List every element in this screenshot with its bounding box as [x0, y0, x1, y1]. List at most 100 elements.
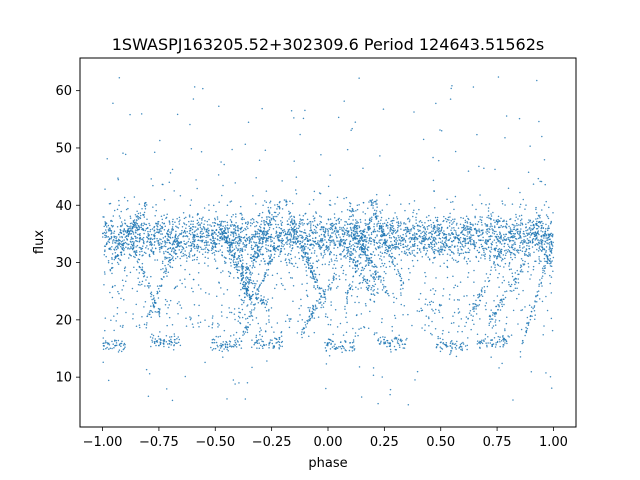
- data-point: [350, 245, 353, 247]
- data-point: [494, 235, 497, 238]
- data-point: [475, 305, 477, 308]
- data-point: [395, 273, 398, 276]
- data-point: [318, 235, 321, 237]
- data-point: [129, 222, 132, 225]
- data-point: [489, 228, 491, 231]
- data-point: [522, 198, 524, 201]
- data-point: [282, 245, 284, 248]
- data-point: [163, 271, 165, 274]
- data-point: [442, 246, 444, 248]
- data-point: [472, 224, 474, 227]
- data-point: [511, 223, 514, 226]
- data-point: [310, 270, 313, 272]
- data-point: [546, 262, 549, 264]
- data-point: [148, 311, 151, 313]
- data-point: [502, 254, 505, 256]
- data-point: [153, 300, 156, 302]
- data-point: [501, 226, 504, 228]
- data-point: [250, 297, 253, 300]
- data-point: [271, 342, 274, 345]
- data-point: [358, 248, 361, 251]
- data-point: [256, 232, 259, 235]
- data-point: [354, 242, 356, 244]
- data-point: [467, 225, 469, 228]
- data-point: [382, 277, 385, 279]
- data-point: [215, 341, 218, 344]
- data-point: [171, 226, 174, 228]
- data-point: [491, 225, 493, 228]
- data-point: [167, 251, 170, 254]
- data-point: [258, 250, 260, 252]
- data-point: [134, 229, 137, 231]
- data-point: [370, 237, 373, 239]
- data-point: [382, 283, 384, 286]
- data-point: [164, 270, 166, 272]
- data-point: [546, 215, 549, 218]
- data-point: [541, 267, 544, 270]
- data-point: [543, 248, 546, 251]
- data-point: [361, 240, 364, 242]
- data-point: [438, 249, 441, 251]
- data-point: [166, 238, 168, 240]
- data-point: [280, 241, 283, 244]
- data-point: [177, 243, 179, 245]
- data-point: [342, 239, 344, 241]
- data-point: [397, 226, 399, 229]
- data-point: [552, 256, 555, 259]
- data-point: [385, 241, 387, 244]
- data-point: [349, 226, 352, 229]
- data-point: [213, 225, 216, 227]
- data-point: [279, 200, 281, 203]
- data-point: [268, 308, 270, 311]
- data-point: [327, 231, 329, 233]
- data-point: [344, 224, 346, 226]
- data-point: [470, 314, 472, 316]
- data-point: [228, 227, 231, 229]
- data-point: [161, 226, 164, 229]
- data-point: [121, 340, 123, 342]
- data-point: [239, 237, 241, 240]
- data-point: [355, 270, 357, 273]
- data-point: [154, 214, 156, 217]
- data-point: [151, 311, 154, 313]
- data-point: [354, 231, 357, 233]
- data-point: [333, 242, 335, 244]
- data-point: [263, 228, 266, 230]
- data-point: [300, 234, 302, 237]
- data-point: [127, 235, 130, 238]
- data-point: [267, 223, 269, 226]
- data-point: [268, 342, 270, 344]
- data-point: [519, 206, 521, 208]
- data-point: [238, 269, 240, 272]
- data-point: [300, 246, 302, 248]
- data-point: [323, 234, 326, 236]
- data-point: [374, 283, 377, 286]
- data-point: [260, 223, 262, 226]
- data-point: [205, 231, 207, 233]
- data-point: [274, 211, 277, 214]
- data-point: [149, 285, 151, 287]
- data-point: [283, 248, 286, 250]
- data-point: [406, 246, 408, 248]
- data-point: [321, 237, 324, 240]
- data-point: [110, 236, 113, 239]
- data-point: [426, 228, 429, 230]
- data-point: [489, 250, 491, 252]
- data-point: [377, 288, 379, 290]
- data-point: [147, 230, 149, 233]
- data-point: [355, 260, 357, 263]
- data-point: [374, 213, 376, 215]
- data-point: [342, 226, 345, 229]
- data-point: [544, 267, 546, 269]
- data-point: [188, 220, 190, 223]
- data-point: [384, 341, 387, 343]
- data-point: [352, 244, 354, 246]
- data-point: [134, 222, 136, 225]
- data-point: [497, 218, 499, 221]
- data-point: [370, 252, 372, 255]
- data-point: [231, 224, 233, 226]
- data-point: [241, 254, 243, 257]
- data-point: [367, 259, 370, 262]
- data-point: [111, 242, 114, 244]
- data-point: [248, 236, 251, 238]
